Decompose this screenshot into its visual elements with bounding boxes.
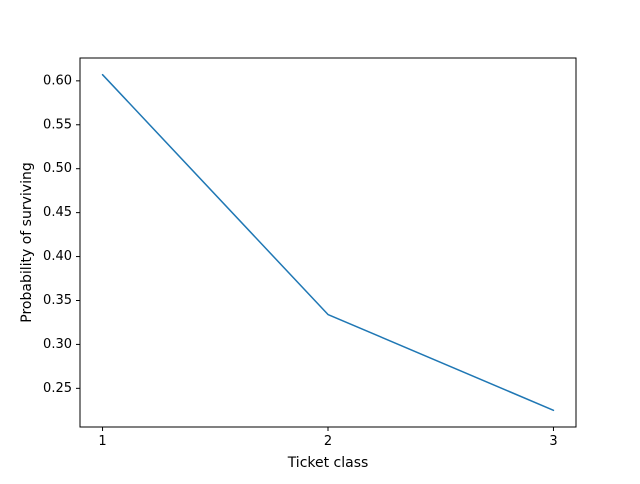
y-axis-ticks: 0.25 0.30 0.35 0.40 0.45 0.50 0.55 0.60 [43, 73, 80, 396]
y-tick-label: 0.35 [43, 293, 72, 308]
y-tick-label: 0.50 [43, 161, 72, 176]
y-tick-label: 0.30 [43, 337, 72, 352]
y-tick-label: 0.60 [43, 73, 72, 88]
y-tick-label: 0.40 [43, 249, 72, 264]
series-lines [101, 73, 555, 412]
y-tick-label: 0.25 [43, 381, 72, 396]
y-tick-label: 0.55 [43, 117, 72, 132]
y-tick-label: 0.45 [43, 205, 72, 220]
x-tick-label: 1 [98, 434, 106, 449]
plot-area-frame [79, 57, 577, 428]
x-tick-label: 2 [324, 434, 332, 449]
series-line [101, 73, 555, 412]
x-tick-label: 3 [549, 434, 557, 449]
x-axis-ticks: 1 2 3 [98, 427, 558, 449]
y-axis-label: Probability of surviving [19, 162, 35, 322]
x-axis-label: Ticket class [287, 455, 369, 471]
